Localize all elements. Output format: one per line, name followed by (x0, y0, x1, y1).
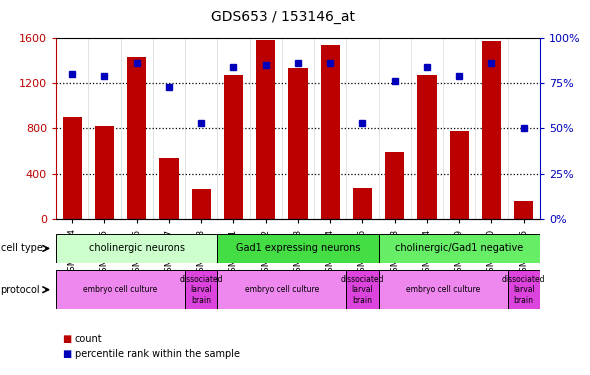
Bar (127, 57, 146, 219)
Text: embryo cell culture: embryo cell culture (83, 285, 158, 294)
Text: percentile rank within the sample: percentile rank within the sample (75, 350, 240, 359)
Text: embryo cell culture: embryo cell culture (245, 285, 319, 294)
Bar (482, 41, 501, 219)
Bar (63, 117, 82, 219)
Text: ■: ■ (62, 334, 71, 344)
Bar (346, 270, 379, 309)
Bar (159, 158, 179, 219)
Text: protocol: protocol (1, 285, 40, 295)
Text: dissociated
larval
brain: dissociated larval brain (340, 275, 384, 304)
Text: dissociated
larval
brain: dissociated larval brain (179, 275, 223, 304)
Bar (320, 45, 340, 219)
Bar (185, 270, 217, 309)
Text: cholinergic neurons: cholinergic neurons (88, 243, 185, 254)
Bar (95, 126, 114, 219)
Text: dissociated
larval
brain: dissociated larval brain (502, 275, 546, 304)
Bar (217, 234, 379, 262)
Bar (379, 234, 540, 262)
Bar (417, 75, 437, 219)
Bar (379, 270, 507, 309)
Bar (514, 201, 533, 219)
Bar (56, 270, 185, 309)
Text: embryo cell culture: embryo cell culture (406, 285, 480, 294)
Bar (289, 68, 307, 219)
Bar (507, 270, 540, 309)
Text: cholinergic/Gad1 negative: cholinergic/Gad1 negative (395, 243, 523, 254)
Text: cell type: cell type (1, 243, 42, 254)
Text: ■: ■ (62, 350, 71, 359)
Text: GDS653 / 153146_at: GDS653 / 153146_at (211, 10, 355, 24)
Bar (353, 188, 372, 219)
Bar (56, 234, 217, 262)
Bar (256, 40, 276, 219)
Text: count: count (75, 334, 103, 344)
Bar (385, 152, 404, 219)
Bar (192, 189, 211, 219)
Text: Gad1 expressing neurons: Gad1 expressing neurons (235, 243, 360, 254)
Bar (450, 131, 469, 219)
Bar (224, 75, 243, 219)
Bar (217, 270, 346, 309)
